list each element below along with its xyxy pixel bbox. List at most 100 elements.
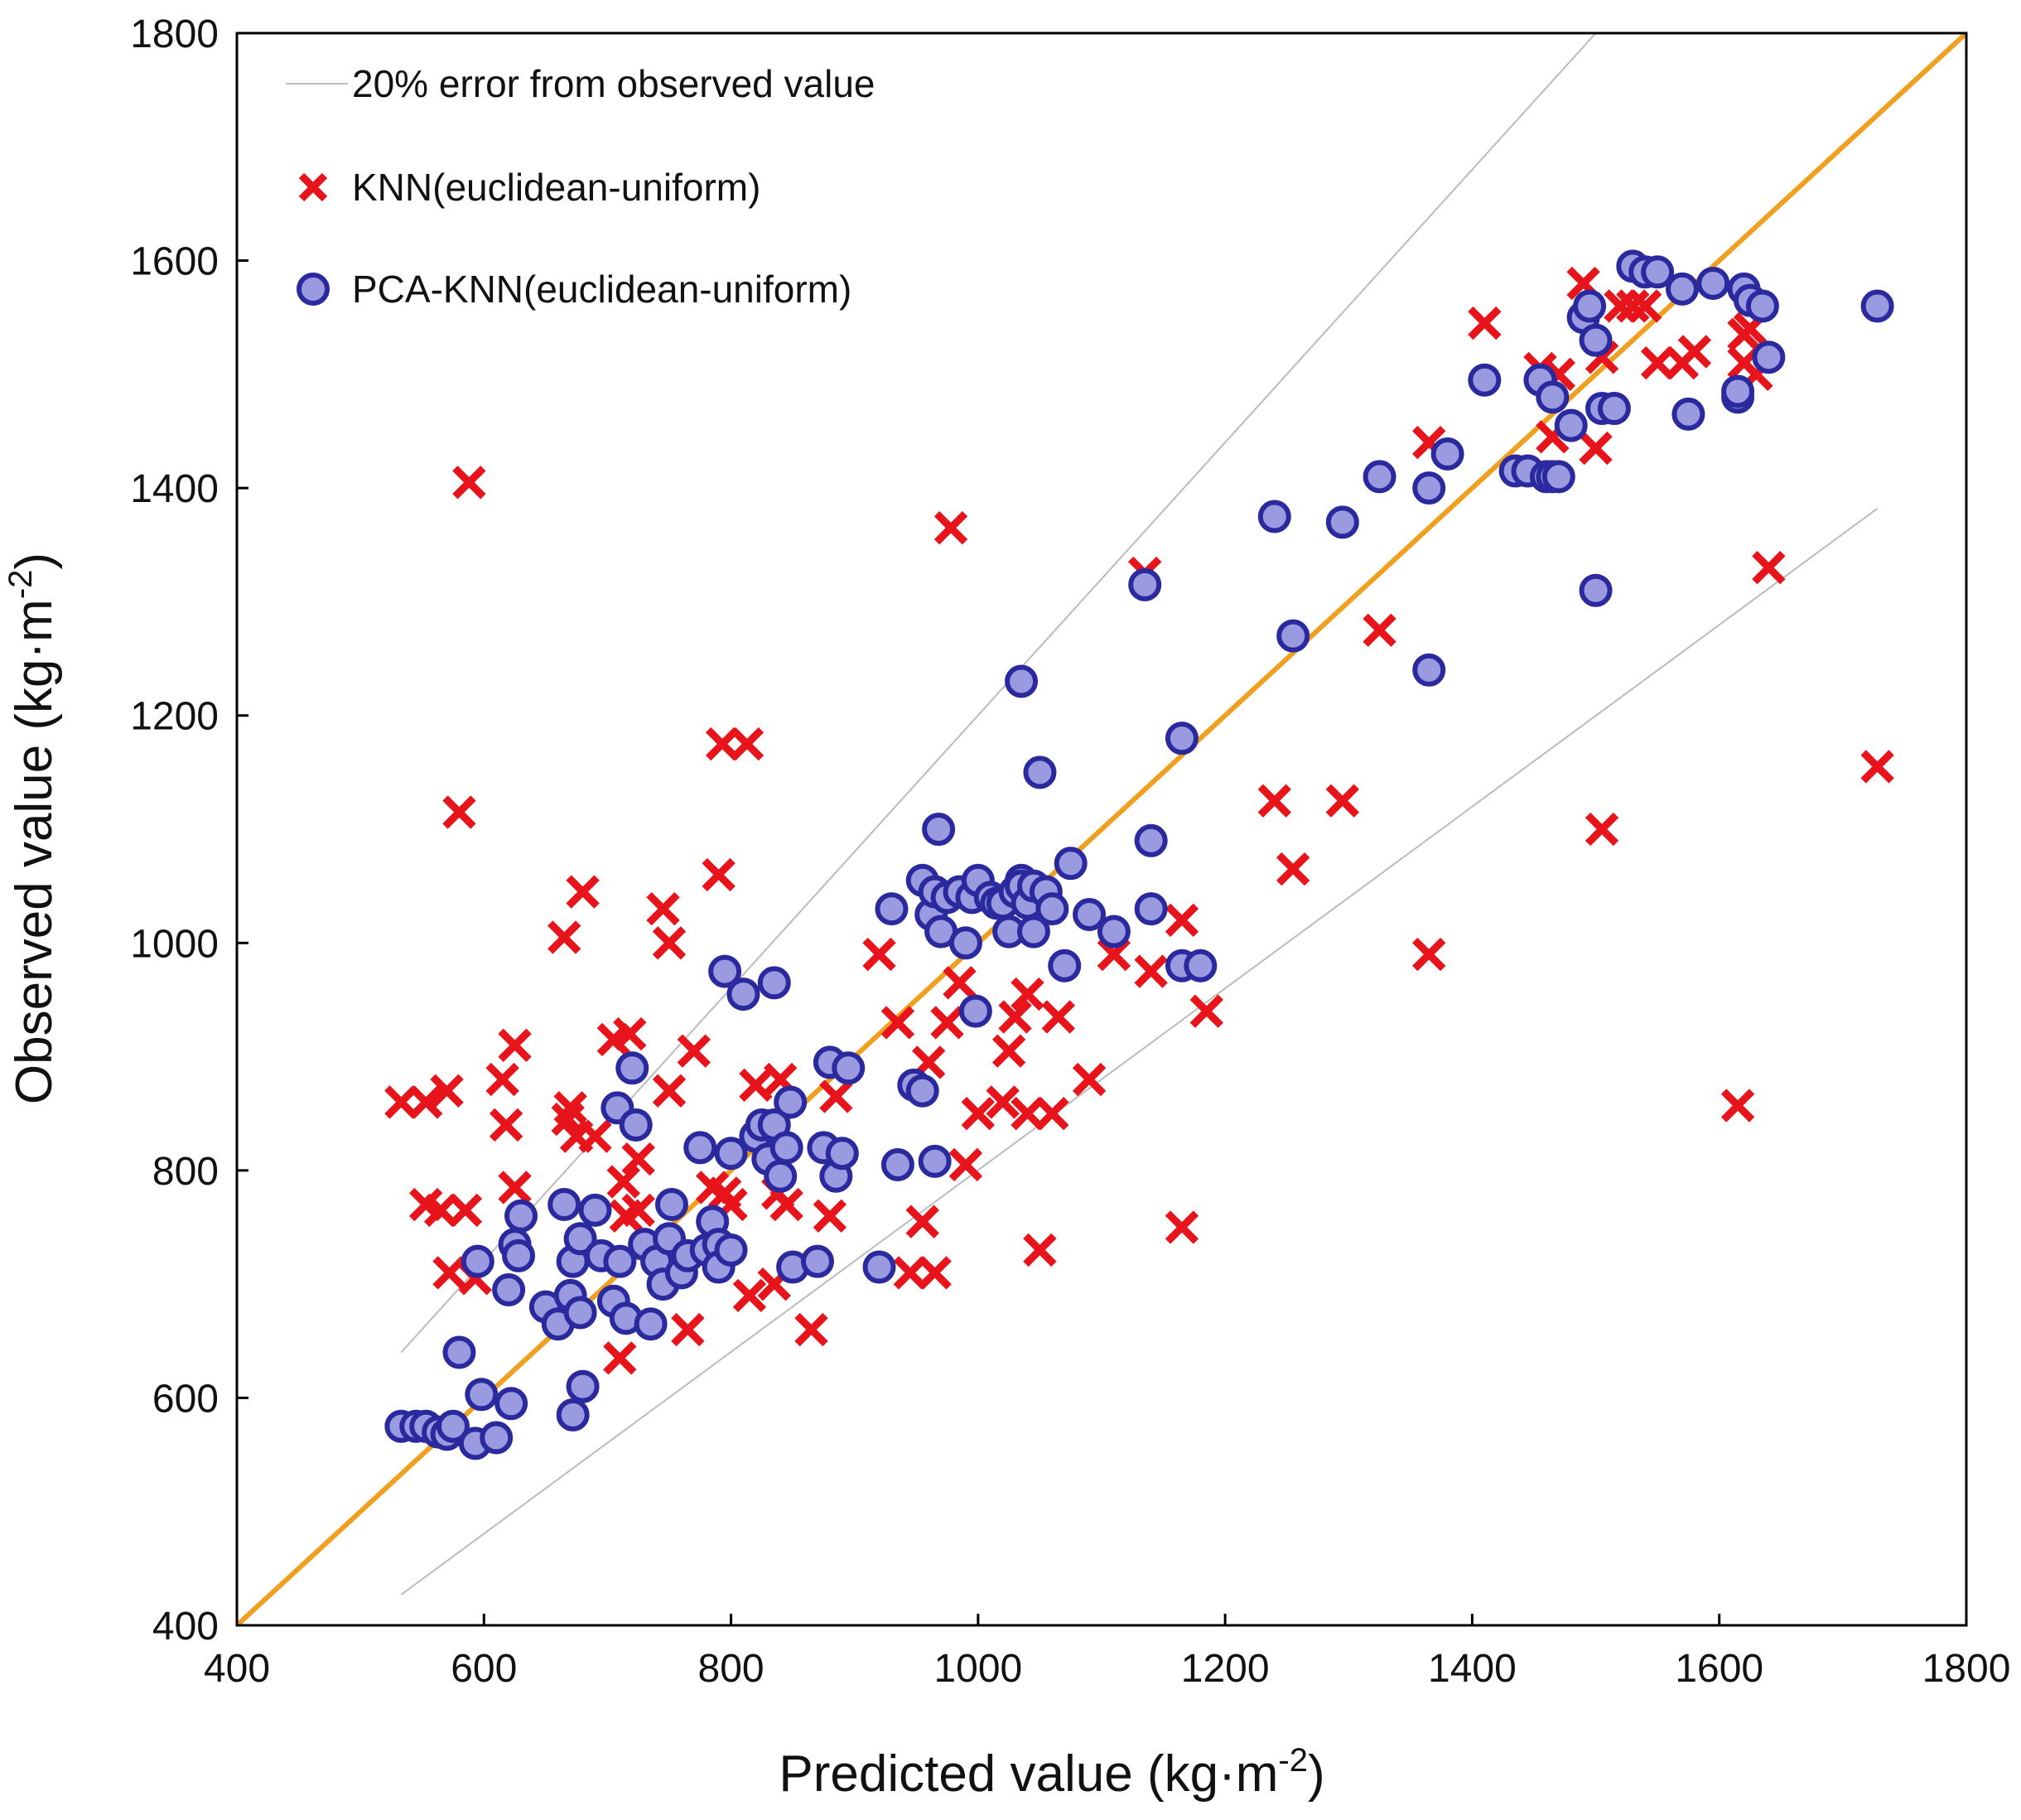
pca-knn-point — [1048, 949, 1082, 982]
y-axis-ticks: 400 600 800 1000 1200 1400 1600 1800 — [130, 12, 248, 1649]
pca-knn-point — [714, 1233, 748, 1267]
y-tick-label: 1200 — [130, 695, 219, 739]
pca-knn-point — [1363, 460, 1396, 494]
knn-point — [1165, 903, 1199, 938]
pca-knn-point — [1276, 619, 1310, 653]
pca-knn-point — [1536, 380, 1570, 414]
knn-point — [606, 1165, 640, 1199]
pca-knn-point — [461, 1244, 494, 1278]
knn-point — [423, 1193, 458, 1228]
x-axis-title: Predicted value (kg·m-2) — [779, 1742, 1324, 1803]
knn-point — [1584, 812, 1619, 847]
y-axis-title-tail: ) — [6, 553, 63, 570]
pca-knn-point — [1696, 267, 1730, 301]
pca-knn-point — [1165, 722, 1199, 756]
knn-point — [705, 727, 740, 761]
y-tick-label: 1000 — [130, 922, 219, 966]
knn-point — [1640, 345, 1675, 380]
pca-knn-point — [769, 1131, 803, 1165]
knn-point — [1604, 289, 1638, 323]
pca-knn-point — [875, 892, 909, 926]
pca-knn-point — [918, 1144, 952, 1178]
y-axis-title-main: Observed value (kg·m — [6, 599, 63, 1104]
y-tick-label: 1400 — [130, 467, 219, 511]
knn-point — [732, 1278, 767, 1313]
pca-knn-point — [1665, 272, 1699, 306]
x-tick-label: 400 — [204, 1647, 270, 1691]
x-tick-label: 1400 — [1428, 1647, 1517, 1691]
pca-knn-point — [1752, 340, 1786, 374]
pca-knn-point — [1860, 289, 1894, 323]
pca-knn-point — [1134, 823, 1168, 857]
pca-knn-point — [1134, 892, 1168, 926]
y-tick-label: 600 — [152, 1377, 219, 1421]
knn-point — [1189, 994, 1223, 1028]
knn-point — [769, 1187, 803, 1222]
pca-knn-point — [757, 966, 791, 1000]
knn-point — [442, 795, 476, 829]
knn-point — [1720, 1089, 1755, 1122]
knn-point — [943, 966, 977, 1000]
knn-point — [991, 1034, 1026, 1068]
knn-series — [384, 266, 1894, 1375]
x-axis-ticks: 400 600 800 1000 1200 1400 1600 1800 — [204, 1614, 2010, 1691]
knn-point — [432, 1256, 466, 1290]
knn-point — [452, 466, 486, 500]
x-tick-label: 1200 — [1181, 1647, 1270, 1691]
legend: 20% error from observed value KNN(euclid… — [286, 62, 875, 311]
plot-frame — [235, 31, 1968, 1627]
knn-point — [489, 1108, 523, 1142]
knn-point — [1860, 750, 1894, 784]
pca-knn-point — [1573, 289, 1607, 323]
x-axis-title-tail: ) — [1308, 1745, 1325, 1803]
knn-point — [621, 1142, 655, 1176]
pca-knn-point — [800, 1244, 834, 1278]
knn-point — [1412, 937, 1446, 972]
legend-knn-marker — [298, 172, 328, 202]
pca-knn-point — [504, 1199, 538, 1233]
pca-knn-point — [683, 1131, 717, 1165]
knn-point — [1041, 1000, 1075, 1034]
knn-point — [948, 1147, 983, 1182]
knn-point — [813, 1199, 847, 1233]
knn-point — [1677, 335, 1712, 369]
knn-point — [553, 1091, 587, 1125]
pca-knn-point — [480, 1421, 514, 1455]
y-axis-title: Observed value (kg·m-2) — [2, 553, 63, 1104]
pca-knn-point — [1541, 460, 1575, 494]
knn-point — [603, 1341, 637, 1375]
knn-point — [498, 1171, 532, 1204]
pca-knn-point — [1054, 847, 1088, 881]
pca-knn-point — [1325, 505, 1359, 539]
knn-point — [1616, 289, 1650, 323]
pca-knn-point — [774, 1085, 808, 1119]
pca-knn-series — [384, 249, 1894, 1460]
knn-point — [384, 1085, 418, 1119]
knn-point — [547, 920, 581, 954]
knn-point — [671, 1312, 705, 1347]
x-axis-title-main: Predicted value (kg·m — [779, 1745, 1278, 1803]
pca-knn-point — [502, 1238, 536, 1272]
pca-knn-point — [1023, 756, 1057, 789]
knn-point — [1468, 306, 1502, 340]
pca-knn-point — [615, 1051, 649, 1085]
x-tick-label: 1600 — [1675, 1647, 1763, 1691]
y-tick-label: 1600 — [130, 240, 219, 284]
pca-knn-point — [708, 954, 742, 988]
pca-knn-point — [634, 1307, 668, 1341]
pca-knn-point — [1641, 255, 1675, 289]
knn-point — [646, 891, 680, 926]
x-tick-label: 1000 — [933, 1647, 1022, 1691]
pca-knn-point — [922, 813, 956, 846]
knn-point — [613, 1016, 647, 1051]
knn-point — [794, 1312, 828, 1347]
knn-point — [621, 1193, 655, 1228]
knn-point — [933, 511, 968, 545]
knn-point — [430, 1074, 464, 1108]
pca-knn-point — [1097, 915, 1131, 949]
pca-knn-point — [494, 1387, 528, 1421]
legend-pca-knn-marker — [297, 273, 330, 306]
pca-knn-point — [1412, 653, 1446, 687]
x-tick-label: 1800 — [1922, 1647, 2011, 1691]
knn-point — [1165, 1210, 1199, 1244]
